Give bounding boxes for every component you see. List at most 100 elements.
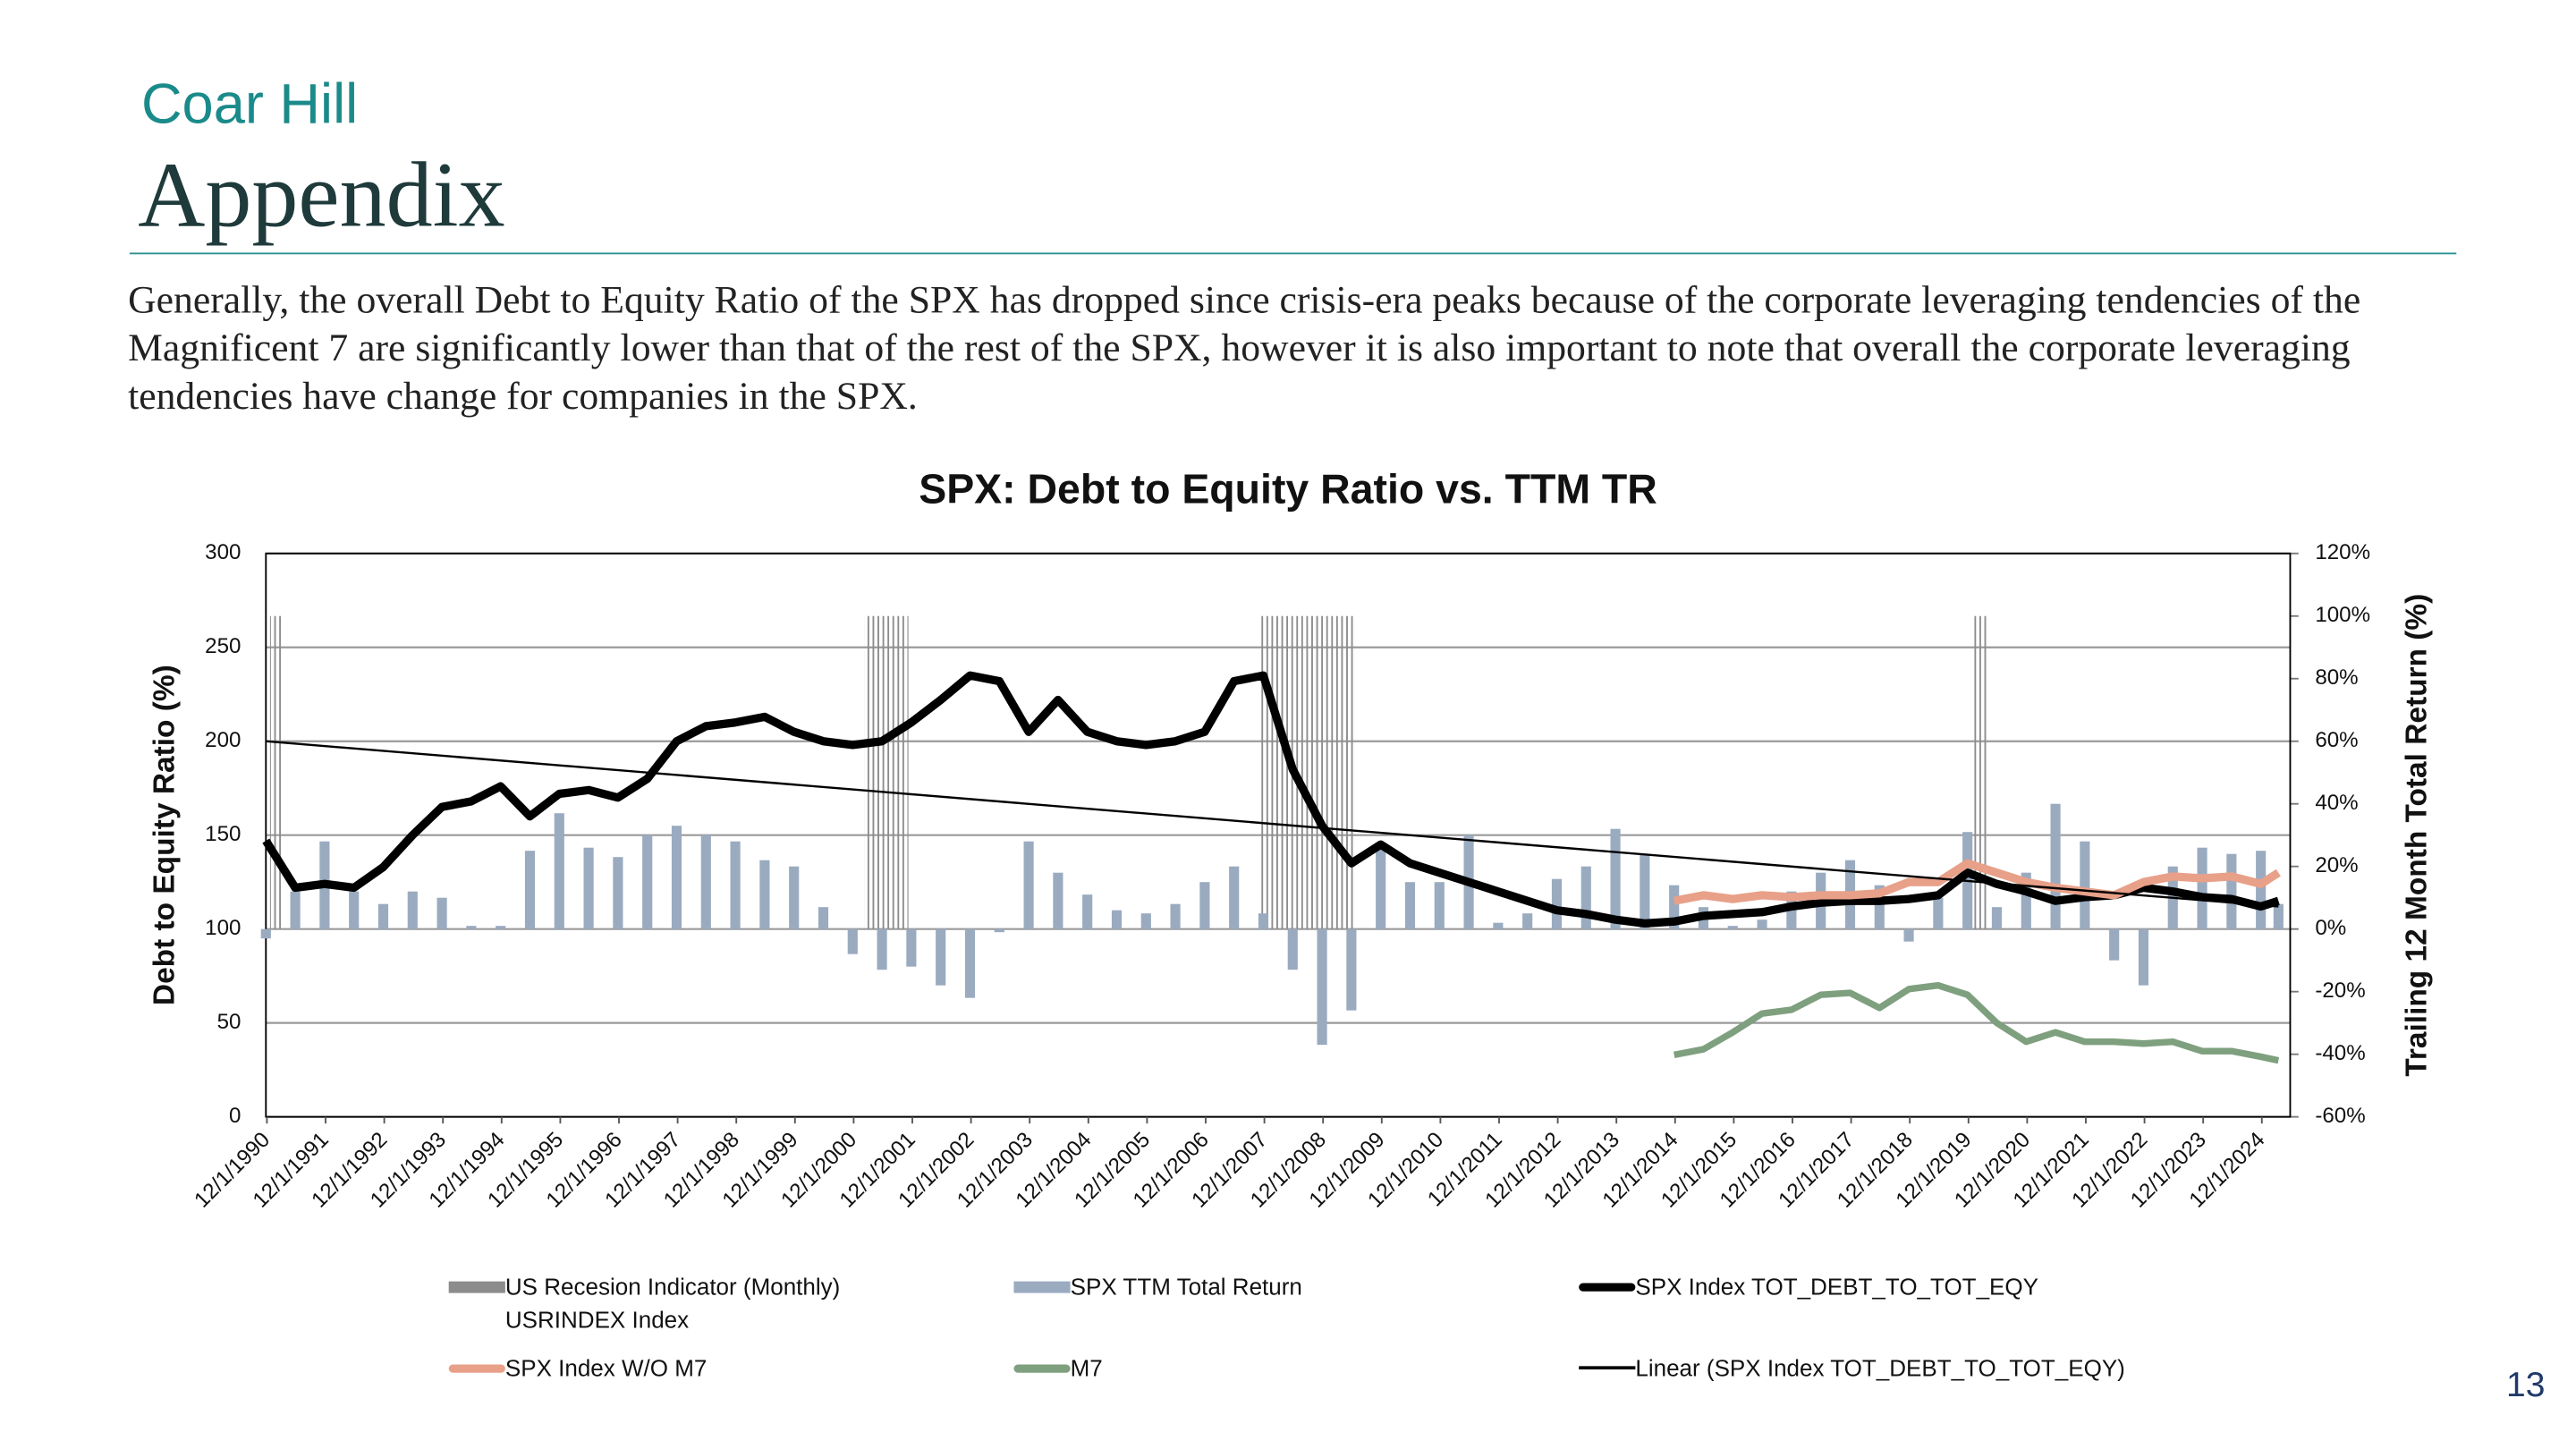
legend-label: SPX Index W/O M7 [504, 1354, 708, 1382]
return-bar [2226, 853, 2237, 929]
return-bar [1493, 922, 1504, 929]
legend-item: SPX Index TOT_DEBT_TO_TOT_EQY [1579, 1270, 2200, 1303]
y2-tick-label: -40% [2315, 1041, 2365, 1065]
y-tick-label: 150 [205, 822, 241, 846]
series-line [266, 740, 2279, 908]
legend-item: SPX TTM Total Return [1013, 1270, 1635, 1303]
return-bar [260, 928, 271, 939]
recession-bar [864, 615, 909, 929]
return-bar [2273, 903, 2284, 929]
chart-title: SPX: Debt to Equity Ratio vs. TTM TR [919, 465, 1657, 512]
recession-bar [269, 615, 284, 929]
return-bar [700, 835, 711, 929]
return-bar [964, 928, 976, 998]
y-axis-title: Debt to Equity Ratio (%) [148, 665, 182, 1005]
legend-label: SPX TTM Total Return [1070, 1273, 1302, 1301]
plot-frame [265, 552, 2292, 1118]
return-bar [906, 928, 917, 967]
return-bar [671, 826, 682, 929]
return-bar [1082, 894, 1093, 929]
recession-bar [1260, 615, 1355, 929]
return-bar [642, 835, 653, 929]
recession-bar [1973, 615, 1988, 929]
return-bar [290, 891, 301, 929]
legend-label: Linear (SPX Index TOT_DEBT_TO_TOT_EQY) [1635, 1354, 2125, 1382]
return-bar [1874, 885, 1885, 929]
brand: Coar Hill [140, 72, 359, 137]
return-bar [1434, 882, 1445, 929]
legend-swatch [1579, 1366, 1636, 1369]
y2-axis-title: Trailing 12 Month Total Return (%) [2400, 594, 2433, 1077]
return-bar [2080, 841, 2090, 929]
return-bar [1346, 928, 1357, 1011]
divider [129, 252, 2457, 255]
series-line [262, 671, 2280, 928]
legend-swatch [448, 1280, 505, 1292]
legend-item: SPX Index W/O M7 [448, 1352, 1071, 1385]
return-bar [1404, 882, 1416, 929]
return-bar [1023, 841, 1034, 929]
return-bar [1376, 847, 1386, 929]
y2-tick-label: -20% [2315, 979, 2365, 1003]
slide-title: Appendix [138, 144, 505, 248]
return-bar [524, 851, 536, 929]
y-tick-label: 250 [205, 634, 241, 658]
return-bar [377, 903, 389, 929]
return-bar [1610, 828, 1621, 929]
y-tick-label: 0 [229, 1104, 241, 1128]
y-tick-label: 50 [217, 1010, 242, 1034]
y-tick-label: 300 [205, 540, 241, 564]
return-bar [1229, 866, 1240, 929]
return-bar [2138, 928, 2149, 986]
legend-swatch [1013, 1363, 1071, 1372]
legend-item: US Recesion Indicator (Monthly) USRINDEX… [448, 1270, 904, 1336]
series-line [1673, 981, 2280, 1064]
return-bar [1258, 913, 1269, 929]
return-bar [2050, 803, 2061, 929]
legend-label: M7 [1070, 1354, 1103, 1382]
return-bar [1551, 878, 1563, 929]
y2-tick-label: 80% [2315, 665, 2358, 690]
return-bar [1053, 872, 1063, 929]
return-bar [349, 891, 360, 929]
legend-item: M7 [1013, 1352, 1635, 1385]
page-number: 13 [2506, 1366, 2546, 1405]
return-bar [1580, 866, 1591, 929]
return-bar [730, 841, 741, 929]
legend-swatch [1013, 1280, 1071, 1292]
return-bar [818, 907, 829, 929]
return-bar [1933, 897, 1944, 929]
return-bar [1757, 919, 1767, 929]
y-tick-label: 100 [205, 916, 241, 940]
return-bar [1140, 913, 1151, 929]
return-bar [613, 857, 623, 929]
return-bar [436, 897, 447, 929]
return-bar [466, 926, 477, 929]
return-bar [1111, 910, 1123, 929]
return-bar [496, 926, 506, 929]
return-bar [789, 866, 800, 929]
return-bar [1903, 928, 1914, 942]
return-bar [1640, 853, 1650, 929]
paragraph: Generally, the overall Debt to Equity Ra… [128, 279, 2361, 419]
legend-swatch [448, 1363, 505, 1372]
return-bar [1669, 885, 1680, 929]
return-bar [583, 847, 594, 929]
return-bar [847, 928, 858, 954]
y2-tick-label: 100% [2315, 603, 2370, 627]
legend-swatch [1579, 1282, 1636, 1291]
return-bar [2197, 847, 2207, 929]
return-bar [1991, 907, 2003, 929]
return-bar [1522, 913, 1533, 929]
return-bar [2109, 928, 2120, 961]
return-bar [2021, 872, 2031, 929]
y2-tick-label: 0% [2315, 916, 2346, 940]
legend-label: US Recesion Indicator (Monthly) USRINDEX… [504, 1273, 841, 1334]
y-tick-label: 200 [205, 728, 241, 752]
return-bar [1170, 903, 1181, 929]
y2-tick-label: 40% [2315, 791, 2358, 815]
y2-tick-label: 60% [2315, 728, 2358, 752]
